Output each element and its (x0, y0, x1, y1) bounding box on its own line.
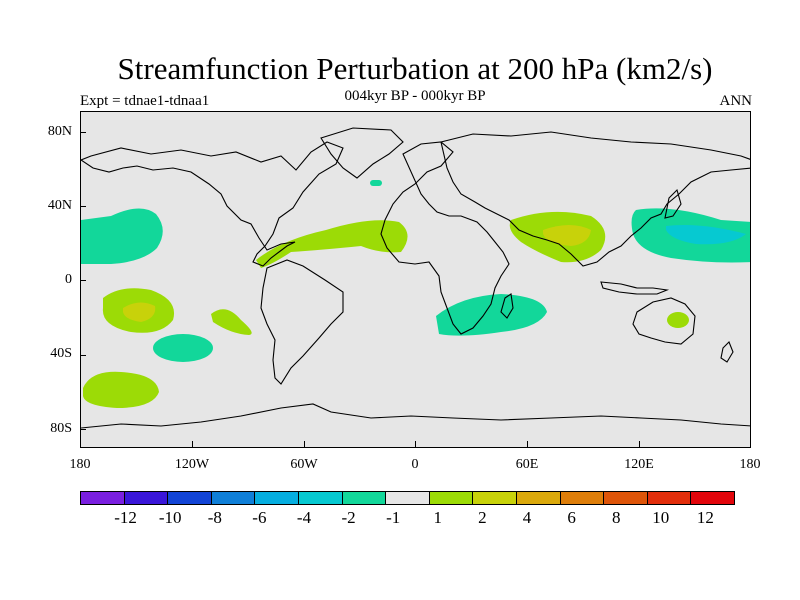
colorbar-label: 12 (696, 508, 714, 527)
colorbar-box (210, 491, 256, 505)
lat-tick (80, 355, 86, 356)
lat-tick (80, 132, 86, 133)
lon-label-60e: 60E (515, 457, 539, 472)
lon-label-120w: 120W (174, 457, 210, 472)
south-america-outline (260, 259, 344, 385)
colorbar-label: -10 (158, 508, 182, 527)
region-atlantic-positive (256, 220, 408, 268)
colorbar-label: -8 (207, 508, 222, 527)
lon-tick (639, 441, 640, 447)
australia-outline (632, 297, 696, 345)
colorbar-label: -1 (386, 508, 401, 527)
lat-label-40n: 40N (47, 198, 72, 213)
season-label: ANN (719, 93, 753, 109)
asia-outline (440, 131, 750, 267)
colorbar-label: 8 (611, 508, 621, 527)
lon-tick (192, 441, 193, 447)
madagascar-outline (500, 293, 514, 319)
lon-label-180e: 180 (739, 457, 761, 472)
colorbar-box (603, 491, 648, 505)
colorbar-box (472, 491, 517, 505)
region-south-indian-negative (436, 294, 547, 336)
region-south-pacific-core (123, 302, 156, 322)
new-zealand-outline (720, 341, 734, 363)
colorbar-box (167, 491, 212, 505)
region-south-pacific-small-positive (211, 309, 252, 335)
map-panel (80, 111, 751, 448)
plot-title: Streamfunction Perturbation at 200 hPa (… (117, 51, 713, 86)
colorbar-box (297, 491, 343, 505)
colorbar-box (80, 491, 125, 505)
lon-tick (415, 441, 416, 447)
indonesia-outline (600, 281, 670, 295)
experiment-label: Expt = tdnae1-tdnaa1 (80, 93, 210, 109)
region-australia-positive (667, 312, 689, 328)
colorbar-label: 4 (522, 508, 532, 527)
colorbar-label: 2 (478, 508, 487, 527)
colorbar-box (428, 491, 474, 505)
europe-africa-outline (380, 141, 510, 335)
lon-label-60w: 60W (290, 457, 318, 472)
region-north-pacific-negative (81, 208, 163, 264)
colorbar-label: 10 (652, 508, 670, 527)
region-north-atlantic-negative (370, 180, 382, 186)
lat-label-40s: 40S (50, 346, 72, 361)
coastlines (81, 127, 750, 429)
lon-tick (304, 441, 305, 447)
lon-label-180w: 180 (69, 457, 91, 472)
colorbar-label: 6 (567, 508, 576, 527)
anomaly-shading (81, 180, 750, 408)
lat-label-80s: 80S (50, 421, 72, 436)
colorbar-box (341, 491, 387, 505)
greenland-outline (320, 127, 404, 179)
colorbar (80, 491, 735, 505)
colorbar-box (515, 491, 561, 505)
lon-tick (527, 441, 528, 447)
colorbar-box (559, 491, 605, 505)
lat-tick (80, 206, 86, 207)
lon-label-0: 0 (411, 457, 419, 472)
north-america-outline (81, 141, 344, 267)
colorbar-box (646, 491, 692, 505)
colorbar-box (123, 491, 169, 505)
plot-subtitle: 004kyr BP - 000kyr BP (344, 88, 486, 104)
colorbar-label: -6 (252, 508, 267, 527)
antarctica-outline (81, 403, 750, 429)
lat-tick (80, 429, 86, 430)
region-south-pacific-negative (153, 334, 213, 362)
region-southern-ocean-positive (83, 371, 159, 408)
colorbar-label: -12 (114, 508, 137, 527)
colorbar-box (254, 491, 299, 505)
colorbar-label: -2 (341, 508, 356, 527)
lat-label-80n: 80N (47, 124, 72, 139)
region-west-pacific-core (666, 225, 746, 245)
region-tibet-core (543, 225, 591, 246)
lat-tick (80, 280, 86, 281)
world-map (81, 127, 750, 429)
japan-outline (664, 188, 682, 219)
colorbar-box (385, 491, 430, 505)
lon-label-120e: 120E (624, 457, 654, 472)
colorbar-label: -4 (296, 508, 312, 527)
lat-label-0: 0 (65, 272, 72, 287)
colorbar-box (690, 491, 735, 505)
colorbar-label: 1 (433, 508, 443, 527)
